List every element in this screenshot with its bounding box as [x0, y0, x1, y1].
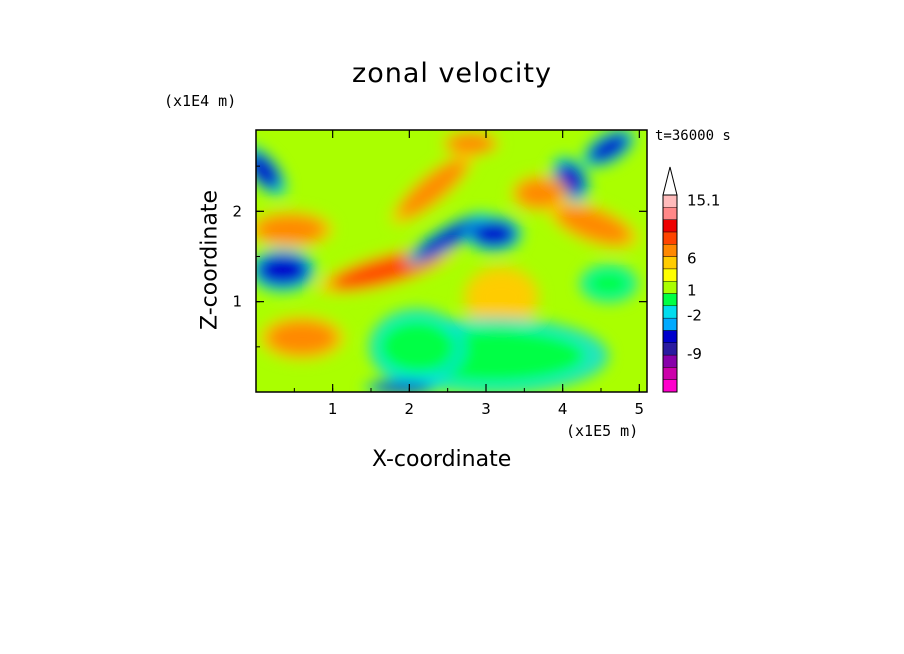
colorbar-overflow-arrow	[662, 166, 678, 196]
colorbar-swatch	[662, 305, 678, 319]
colorbar-swatch	[662, 219, 678, 233]
y-tick-label: 1	[232, 293, 242, 311]
colorbar-swatch	[662, 194, 678, 208]
velocity-feature	[363, 379, 440, 392]
x-axis-unit: (x1E5 m)	[566, 422, 639, 440]
velocity-feature	[369, 308, 465, 385]
colorbar-swatch	[662, 231, 678, 245]
colorbar-swatch	[662, 367, 678, 380]
colorbar-swatch	[662, 244, 678, 257]
x-tick-label: 1	[328, 400, 338, 418]
colorbar-label: 6	[687, 250, 697, 268]
x-tick-label: 5	[635, 400, 645, 418]
colorbar-swatch	[662, 268, 678, 282]
velocity-feature	[441, 130, 500, 157]
colorbar-swatch	[662, 379, 678, 393]
x-axis-label: X-coordinate	[372, 447, 512, 472]
colorbar-swatch	[662, 317, 678, 331]
colorbar-swatch	[662, 256, 678, 270]
colorbar-swatch	[662, 293, 678, 307]
x-tick-label: 3	[481, 400, 491, 418]
time-label: t=36000 s	[655, 128, 731, 144]
colorbar-swatch	[662, 280, 678, 294]
y-tick-label: 2	[232, 202, 242, 220]
colorbar-frame	[662, 194, 678, 393]
colorbar-swatch	[662, 342, 678, 356]
velocity-feature	[258, 315, 346, 361]
velocity-feature	[579, 264, 638, 303]
y-axis-unit: (x1E4 m)	[164, 92, 237, 110]
colorbar-label: 1	[687, 281, 697, 299]
colorbar-label: -2	[687, 306, 702, 324]
chart-title: zonal velocity	[352, 58, 552, 89]
x-tick-label: 2	[405, 400, 415, 418]
velocity-feature	[256, 210, 334, 249]
velocity-feature	[256, 247, 317, 293]
velocity-feature	[547, 200, 639, 250]
velocity-feature	[582, 130, 635, 168]
velocity-feature	[510, 174, 569, 213]
colorbar-swatch	[662, 330, 678, 343]
plot-area	[256, 130, 647, 392]
colorbar-label: 15.1	[687, 192, 720, 210]
colorbar: 15.1 6 1 -2 -9	[662, 166, 720, 393]
colorbar-swatch	[662, 207, 678, 220]
plot-frame	[255, 129, 648, 393]
velocity-feature	[256, 144, 287, 197]
colorbar-label: -9	[687, 345, 702, 363]
velocity-feature	[463, 265, 540, 329]
colorbar-swatch	[662, 354, 678, 368]
x-tick-label: 4	[558, 400, 568, 418]
velocity-feature	[390, 152, 474, 225]
velocity-feature	[464, 214, 523, 253]
